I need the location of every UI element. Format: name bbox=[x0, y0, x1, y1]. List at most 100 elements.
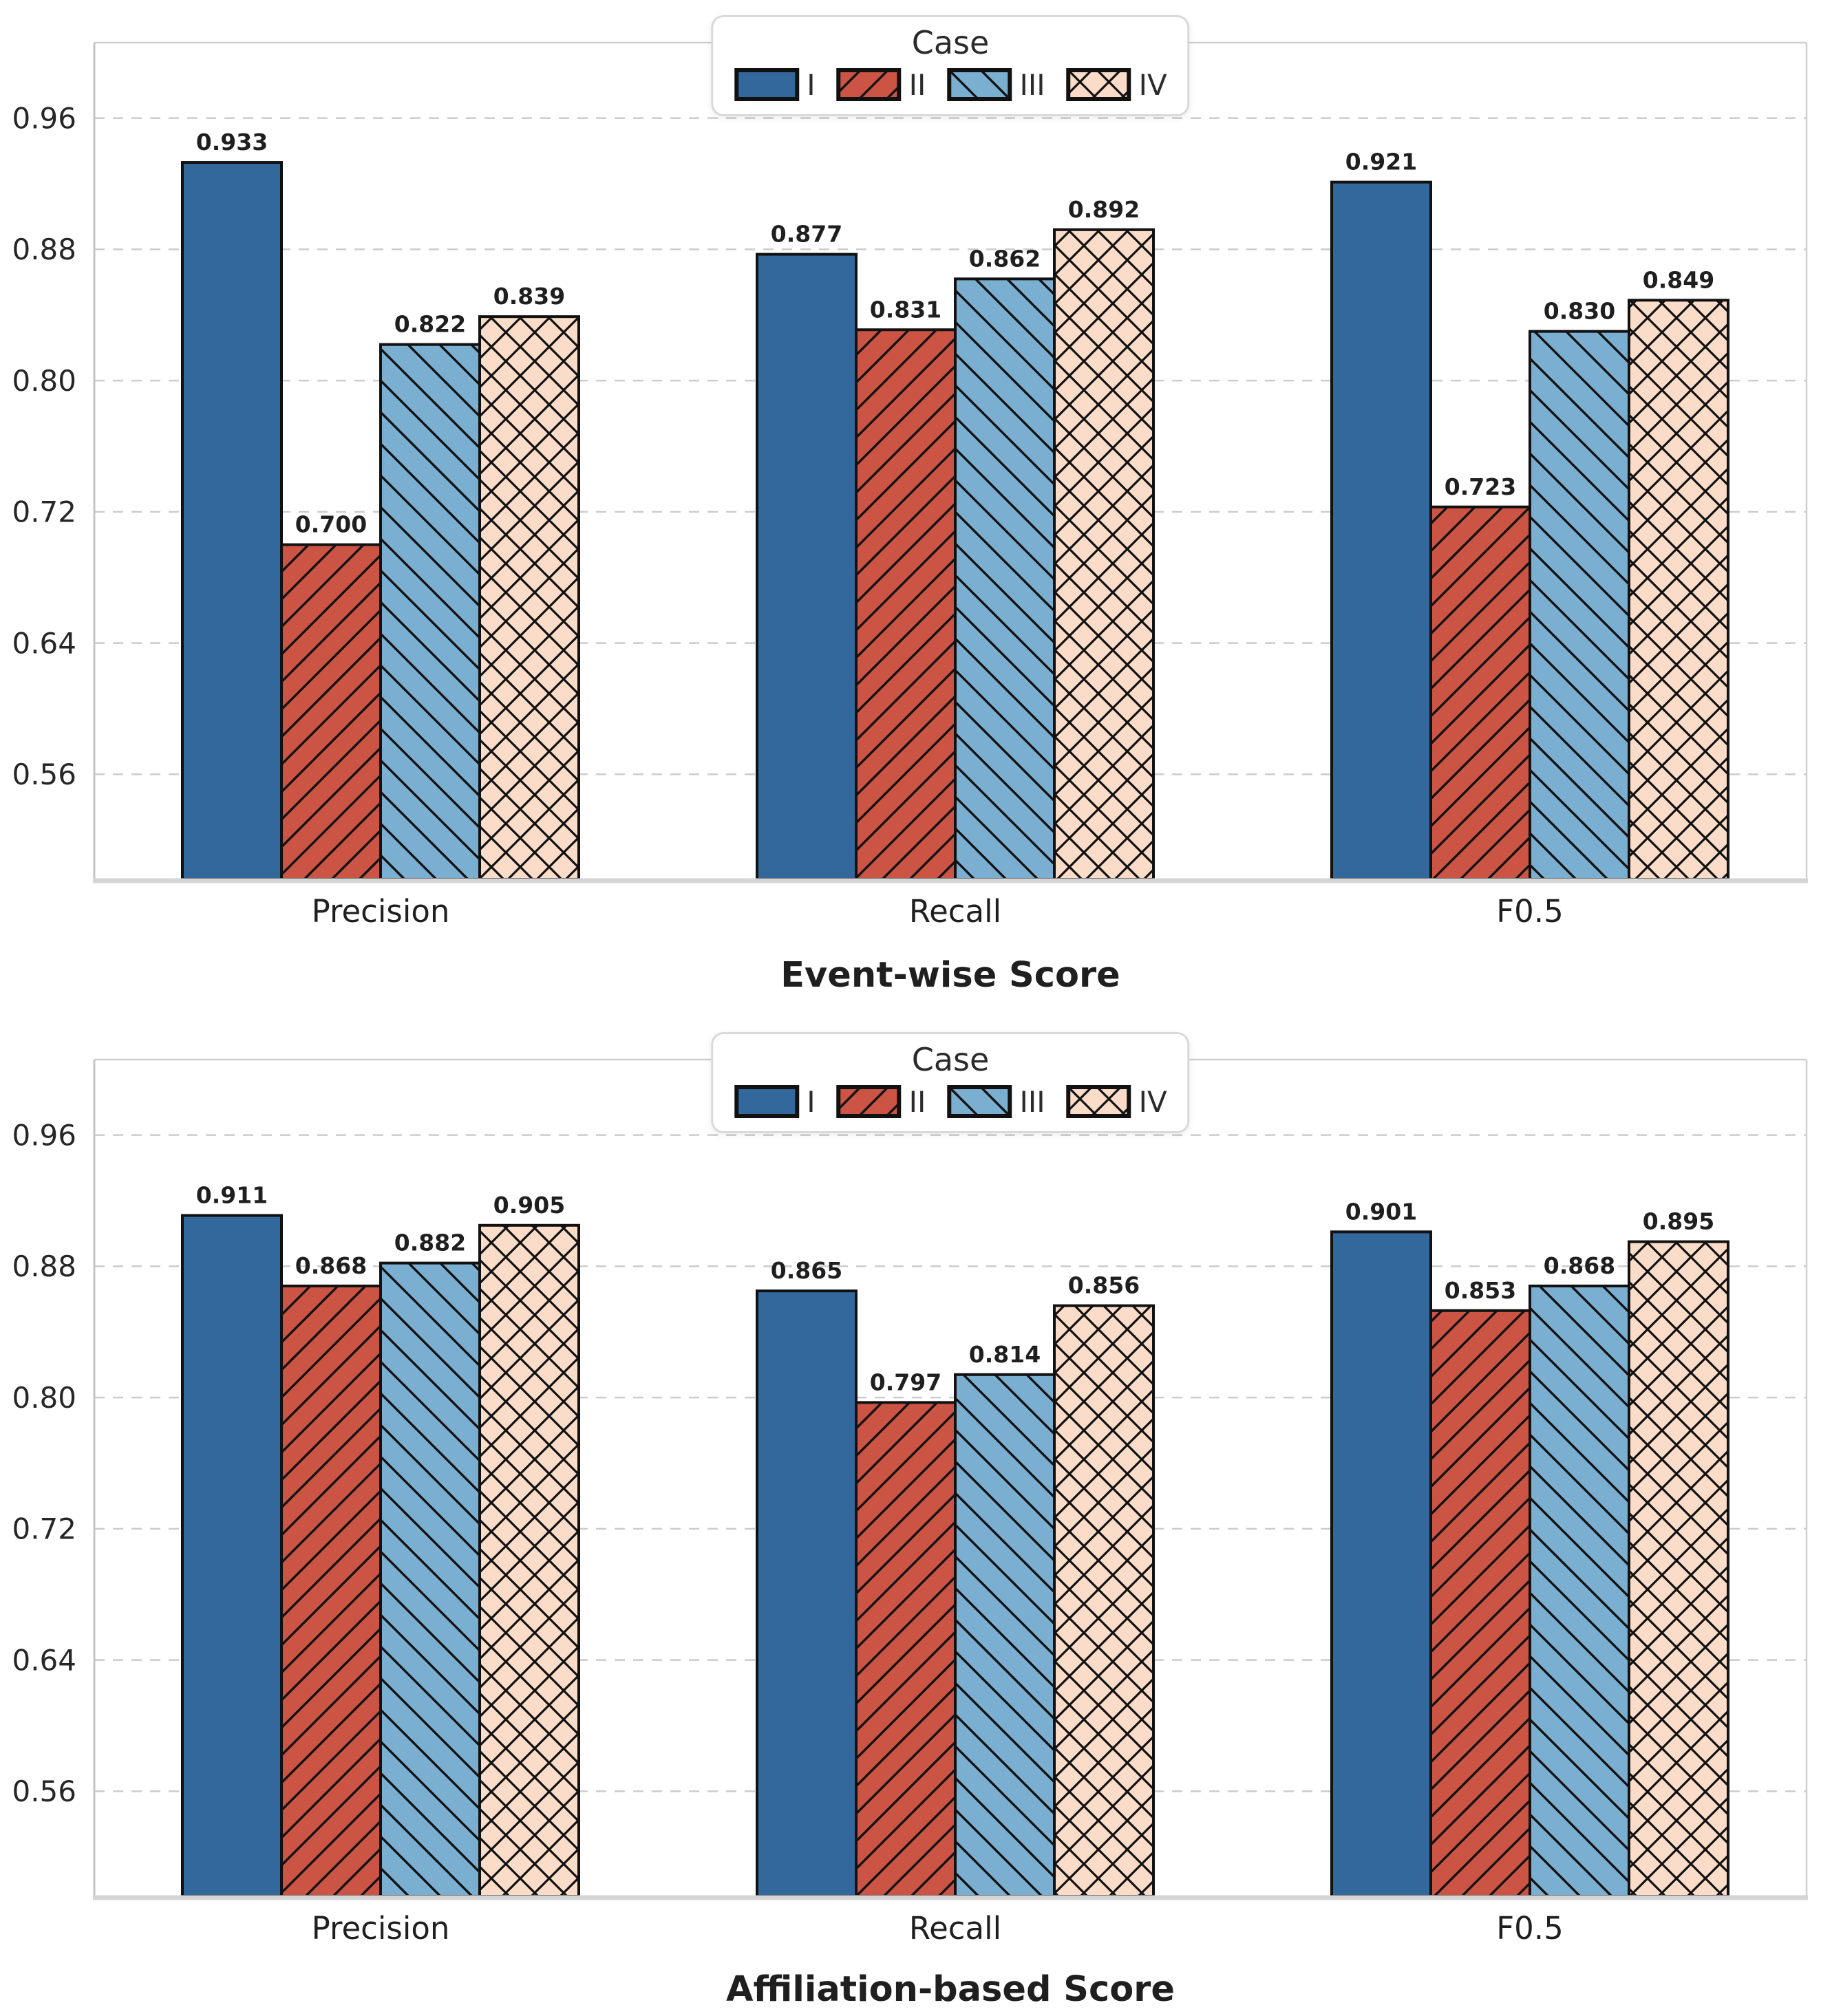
bar-case-ii-f0.5-hatch bbox=[1431, 506, 1530, 879]
bar-case-iii-recall-hatch bbox=[955, 279, 1054, 879]
legend-swatch-case-iii bbox=[947, 1085, 1012, 1119]
bar-case-i-f0.5 bbox=[1332, 1232, 1431, 1896]
bar-value-label: 0.921 bbox=[1345, 149, 1417, 175]
legend-entry-case-iii: III bbox=[946, 1084, 1045, 1119]
y-tick-label: 0.88 bbox=[12, 233, 76, 266]
bar-case-i-recall bbox=[757, 1291, 856, 1896]
x-tick-precision: Precision bbox=[311, 893, 450, 930]
x-tick-recall: Recall bbox=[908, 1910, 1002, 1947]
legend-entry-case-iv: IV bbox=[1066, 1084, 1167, 1119]
legend-label-case-i: I bbox=[807, 1084, 816, 1119]
y-tick-label: 0.64 bbox=[12, 626, 76, 660]
y-tick-label: 0.56 bbox=[12, 1774, 76, 1808]
bar-case-iv-precision-hatch bbox=[480, 317, 579, 879]
bar-case-iv-f0.5-hatch bbox=[1629, 1241, 1728, 1896]
bar-value-label: 0.933 bbox=[196, 129, 268, 156]
legend-label-case-iv: IV bbox=[1138, 67, 1167, 102]
bar-value-label: 0.901 bbox=[1345, 1198, 1417, 1225]
x-tick-f05: F0.5 bbox=[1496, 893, 1564, 930]
bar-value-label: 0.856 bbox=[1068, 1272, 1140, 1299]
bar-value-label: 0.822 bbox=[394, 311, 466, 338]
panel-event-wise: 0.56 0.64 0.72 0.80 0.88 0.96 0.933 0.877 0.921 0… bbox=[12, 41, 1808, 883]
bar-case-iii-precision-hatch bbox=[381, 344, 480, 879]
legend-event-wise: Case I II bbox=[711, 15, 1190, 117]
legend-label-case-i: I bbox=[807, 67, 816, 102]
legend-affiliation: Case I II bbox=[711, 1032, 1190, 1134]
x-tick-precision: Precision bbox=[311, 1910, 450, 1947]
legend-entry-case-ii: II bbox=[836, 1084, 926, 1119]
bar-case-i-f0.5 bbox=[1332, 182, 1431, 880]
bar-value-label: 0.839 bbox=[493, 283, 565, 310]
y-tick-label: 0.80 bbox=[12, 1381, 76, 1415]
y-tick-label: 0.96 bbox=[12, 1118, 76, 1152]
y-tick-label: 0.88 bbox=[12, 1250, 76, 1283]
bar-value-label: 0.892 bbox=[1068, 196, 1140, 223]
legend-entry-case-i: I bbox=[734, 1084, 816, 1119]
bar-case-i-recall bbox=[757, 254, 856, 879]
panel-title-affiliation: Affiliation-based Score bbox=[726, 1969, 1175, 2010]
bar-case-iv-recall-hatch bbox=[1054, 1305, 1153, 1896]
legend-label-case-ii: II bbox=[908, 67, 926, 102]
bar-value-label: 0.905 bbox=[493, 1192, 565, 1219]
y-tick-label: 0.96 bbox=[12, 101, 76, 135]
y-tick-label: 0.72 bbox=[12, 1512, 76, 1546]
legend-entry-case-iii: III bbox=[946, 67, 1045, 102]
y-tick-label: 0.80 bbox=[12, 364, 76, 398]
bar-case-ii-recall-hatch bbox=[856, 330, 955, 880]
legend-swatch-case-i bbox=[734, 68, 800, 102]
panel-affiliation: 0.56 0.64 0.72 0.80 0.88 0.96 0.911 0.865 0.901 0… bbox=[12, 1058, 1808, 1900]
bar-case-iii-f0.5-hatch bbox=[1530, 1286, 1629, 1896]
bar-case-iv-f0.5-hatch bbox=[1629, 300, 1728, 879]
bar-value-label: 0.814 bbox=[969, 1341, 1041, 1368]
legend-label-case-iv: IV bbox=[1138, 1084, 1167, 1119]
legend-row: I II III bbox=[734, 1084, 1167, 1119]
legend-swatch-case-ii bbox=[836, 1085, 902, 1119]
bar-case-ii-precision-hatch bbox=[281, 544, 381, 879]
x-tick-recall: Recall bbox=[908, 893, 1002, 930]
legend-entry-case-iv: IV bbox=[1066, 67, 1167, 102]
bar-value-label: 0.868 bbox=[295, 1252, 367, 1279]
bar-value-label: 0.862 bbox=[969, 245, 1041, 272]
legend-label-case-iii: III bbox=[1019, 67, 1045, 102]
legend-swatch-case-ii bbox=[836, 68, 902, 102]
bar-case-iii-f0.5-hatch bbox=[1530, 331, 1629, 879]
legend-entry-case-i: I bbox=[734, 67, 816, 102]
legend-title: Case bbox=[911, 1041, 990, 1078]
legend-swatch-case-iv bbox=[1066, 1085, 1131, 1119]
legend-swatch-case-i bbox=[734, 1085, 800, 1119]
bar-value-label: 0.849 bbox=[1643, 266, 1714, 293]
bar-value-label: 0.830 bbox=[1544, 298, 1615, 325]
bar-case-i-precision bbox=[182, 1215, 281, 1896]
y-tick-label: 0.64 bbox=[12, 1643, 76, 1677]
bar-case-ii-f0.5-hatch bbox=[1431, 1310, 1530, 1896]
legend-entry-case-ii: II bbox=[836, 67, 926, 102]
legend-label-case-ii: II bbox=[908, 1084, 926, 1119]
bar-value-label: 0.700 bbox=[295, 511, 367, 538]
bar-case-iv-precision-hatch bbox=[480, 1225, 579, 1896]
y-tick-label: 0.72 bbox=[12, 495, 76, 529]
legend-row: I II III bbox=[734, 67, 1167, 102]
bar-value-label: 0.877 bbox=[771, 221, 842, 248]
bar-case-ii-precision-hatch bbox=[281, 1286, 381, 1896]
bar-case-iv-recall-hatch bbox=[1054, 229, 1153, 879]
legend-swatch-case-iv bbox=[1066, 68, 1131, 102]
bar-value-label: 0.868 bbox=[1544, 1252, 1615, 1279]
bar-value-label: 0.831 bbox=[870, 296, 941, 323]
bar-value-label: 0.865 bbox=[771, 1257, 842, 1284]
bar-case-i-precision bbox=[182, 162, 281, 879]
bar-value-label: 0.723 bbox=[1445, 473, 1516, 500]
legend-swatch-case-iii bbox=[947, 68, 1012, 102]
x-tick-f05: F0.5 bbox=[1496, 1910, 1564, 1947]
bar-value-label: 0.895 bbox=[1643, 1208, 1714, 1235]
legend-title: Case bbox=[911, 24, 990, 61]
bar-case-iii-precision-hatch bbox=[381, 1263, 480, 1896]
y-tick-label: 0.56 bbox=[12, 758, 76, 791]
panel-title-event-wise: Event-wise Score bbox=[780, 955, 1120, 996]
bar-value-label: 0.882 bbox=[394, 1230, 466, 1256]
legend-label-case-iii: III bbox=[1019, 1084, 1045, 1119]
bar-case-ii-recall-hatch bbox=[856, 1402, 955, 1896]
bar-value-label: 0.853 bbox=[1445, 1277, 1516, 1304]
bar-value-label: 0.911 bbox=[196, 1182, 268, 1209]
